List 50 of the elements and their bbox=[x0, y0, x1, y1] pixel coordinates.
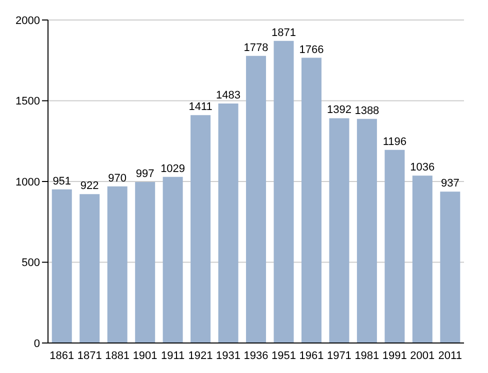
bar bbox=[329, 118, 350, 343]
y-tick-label: 1500 bbox=[16, 96, 40, 108]
data-label: 951 bbox=[52, 175, 72, 188]
y-tick-label: 1000 bbox=[16, 176, 40, 188]
x-tick-label: 1911 bbox=[160, 350, 185, 362]
x-tick-label: 2001 bbox=[410, 350, 435, 362]
bar bbox=[274, 40, 294, 343]
data-label: 1388 bbox=[354, 104, 380, 117]
bar bbox=[301, 58, 322, 343]
data-label: 1766 bbox=[299, 44, 324, 56]
bar bbox=[190, 115, 211, 343]
data-label: 997 bbox=[136, 168, 154, 180]
bar bbox=[246, 56, 266, 343]
bar bbox=[218, 103, 238, 343]
x-tick-label: 1861 bbox=[50, 350, 74, 362]
bar bbox=[52, 189, 72, 343]
x-tick-label: 1971 bbox=[326, 350, 352, 362]
x-tick-label: 1961 bbox=[299, 350, 324, 362]
data-label: 1871 bbox=[272, 26, 296, 39]
data-label: 1483 bbox=[216, 89, 241, 102]
bar bbox=[107, 186, 128, 343]
x-tick-label: 1901 bbox=[132, 350, 158, 362]
data-label: 1392 bbox=[326, 104, 352, 116]
data-label: 922 bbox=[80, 180, 99, 192]
x-tick-label: 1951 bbox=[271, 350, 296, 362]
bar bbox=[440, 192, 460, 343]
data-label: 1196 bbox=[382, 136, 407, 148]
data-label: 1411 bbox=[188, 101, 212, 114]
bar bbox=[384, 150, 405, 343]
data-label: 937 bbox=[440, 178, 460, 190]
y-tick-label: 500 bbox=[22, 257, 40, 270]
data-label: 1036 bbox=[410, 162, 435, 174]
bar bbox=[80, 194, 100, 343]
bar bbox=[135, 182, 156, 343]
x-tick-label: 1871 bbox=[77, 350, 102, 362]
x-tick-label: 1981 bbox=[354, 350, 380, 362]
x-tick-label: 1881 bbox=[105, 350, 130, 362]
y-tick-label: 0 bbox=[34, 338, 40, 350]
x-tick-label: 1931 bbox=[216, 350, 241, 362]
x-tick-label: 1921 bbox=[188, 350, 213, 362]
x-tick-label: 1991 bbox=[382, 350, 407, 362]
bar bbox=[356, 118, 377, 343]
x-tick-label: 1936 bbox=[244, 350, 268, 362]
bar bbox=[162, 176, 183, 343]
y-tick-label: 2000 bbox=[16, 14, 40, 27]
data-label: 970 bbox=[108, 172, 127, 184]
data-label: 1778 bbox=[244, 42, 268, 54]
bar bbox=[412, 176, 432, 343]
data-label: 1029 bbox=[160, 162, 186, 175]
x-tick-label: 2011 bbox=[438, 350, 462, 362]
